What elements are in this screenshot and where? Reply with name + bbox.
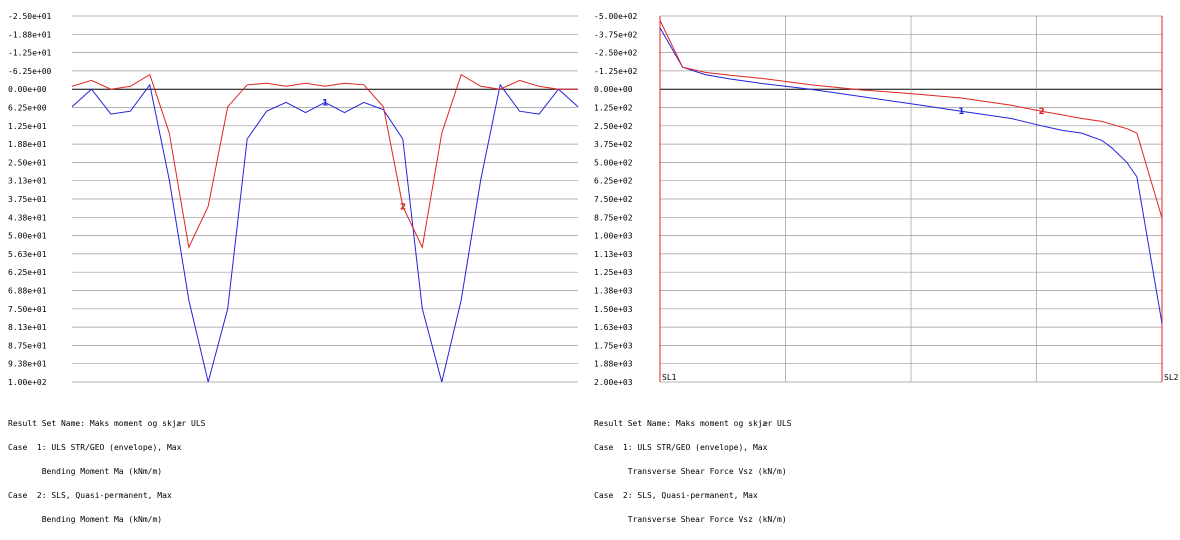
caption-case-1: Case 1: ULS STR/GEO (envelope), Max (594, 443, 768, 452)
y-tick-label: -1.25e+02 (594, 67, 638, 76)
series-label-2: 2 (400, 202, 406, 212)
y-tick-label: 8.75e+01 (8, 341, 47, 350)
y-tick-label: 3.13e+01 (8, 177, 47, 186)
y-tick-label: 0.00e+00 (8, 85, 47, 94)
y-tick-label: 1.88e+01 (8, 140, 47, 149)
series-line-2 (71, 73, 578, 249)
y-tick-label: 0.00e+00 (594, 85, 633, 94)
shear-force-panel: -5.00e+02 -3.75e+02 -2.50e+02 -1.25e+02 0.00… (590, 0, 1180, 524)
y-tick-label: 9.38e+01 (8, 360, 47, 369)
caption-result-set: Result Set Name: Maks moment og skjær UL… (8, 419, 206, 428)
series-label-2: 2 (1039, 107, 1045, 117)
caption-case-2-quantity: Transverse Shear Force Vsz (kN/m) (594, 515, 787, 524)
y-tick-label: 1.88e+03 (594, 360, 633, 369)
y-tick-label: 2.50e+01 (8, 158, 47, 167)
y-tick-label: 6.88e+01 (8, 287, 47, 296)
y-tick-label: 3.75e+01 (8, 195, 47, 204)
y-tick-label: 1.63e+03 (594, 323, 633, 332)
y-tick-label: 1.00e+02 (8, 378, 47, 387)
series-line-2 (659, 20, 1163, 219)
y-tick-label: 1.00e+03 (594, 232, 633, 241)
y-tick-label: -1.25e+01 (8, 49, 52, 58)
y-tick-label: 7.50e+02 (594, 195, 633, 204)
caption-case-1: Case 1: ULS STR/GEO (envelope), Max (8, 443, 182, 452)
caption-case-2-quantity: Bending Moment Ma (kNm/m) (8, 515, 163, 524)
y-tick-label: -6.25e+00 (8, 67, 52, 76)
y-tick-label: 2.50e+02 (594, 122, 633, 131)
y-tick-label: 6.25e+02 (594, 177, 633, 186)
y-tick-label: 1.25e+03 (594, 268, 633, 277)
y-tick-label: -2.50e+01 (8, 12, 52, 21)
y-tick-label: -2.50e+02 (594, 49, 638, 58)
y-tick-label: 7.50e+01 (8, 305, 47, 314)
shear-force-chart: -5.00e+02 -3.75e+02 -2.50e+02 -1.25e+02 0.00… (594, 12, 1179, 387)
y-tick-label: 4.38e+01 (8, 213, 47, 222)
y-tick-label: 8.13e+01 (8, 323, 47, 332)
caption-result-set: Result Set Name: Maks moment og skjær UL… (594, 419, 792, 428)
x-tick-label-start: SL1 (662, 373, 677, 382)
series-line-1 (659, 27, 1163, 324)
y-tick-label: 3.75e+02 (594, 140, 633, 149)
y-tick-label: 5.63e+01 (8, 250, 47, 259)
bending-moment-panel: -2.50e+01 -1.88e+01 -1.25e+01 -6.25e+00 0.00… (0, 0, 590, 524)
y-tick-label: 1.50e+03 (594, 305, 633, 314)
y-tick-label: 1.13e+03 (594, 250, 633, 259)
y-tick-label: 1.25e+02 (594, 104, 633, 113)
caption-case-2: Case 2: SLS, Quasi-permanent, Max (8, 491, 172, 500)
caption-case-2: Case 2: SLS, Quasi-permanent, Max (594, 491, 758, 500)
y-tick-label: 1.75e+03 (594, 341, 633, 350)
y-tick-label: 2.00e+03 (594, 378, 633, 387)
bending-moment-chart: -2.50e+01 -1.88e+01 -1.25e+01 -6.25e+00 0.00… (8, 12, 579, 387)
x-tick-label-end: SL2 (1164, 373, 1179, 382)
bending-moment-caption: Result Set Name: Maks moment og skjær UL… (8, 404, 205, 540)
y-tick-label: 6.25e+00 (8, 104, 47, 113)
caption-case-1-quantity: Transverse Shear Force Vsz (kN/m) (594, 467, 787, 476)
y-tick-label: -1.88e+01 (8, 30, 52, 39)
series-label-1: 1 (322, 98, 328, 108)
y-tick-label: 5.00e+02 (594, 158, 633, 167)
y-tick-label: 8.75e+02 (594, 213, 633, 222)
y-tick-label: 5.00e+01 (8, 232, 47, 241)
y-tick-label: 1.38e+03 (594, 287, 633, 296)
shear-force-caption: Result Set Name: Maks moment og skjær UL… (594, 404, 791, 540)
y-tick-label: 1.25e+01 (8, 122, 47, 131)
series-label-1: 1 (958, 107, 964, 117)
caption-case-1-quantity: Bending Moment Ma (kNm/m) (8, 467, 163, 476)
y-tick-label: -3.75e+02 (594, 30, 638, 39)
series-line-1 (71, 83, 579, 383)
y-tick-label: -5.00e+02 (594, 12, 638, 21)
y-tick-label: 6.25e+01 (8, 268, 47, 277)
